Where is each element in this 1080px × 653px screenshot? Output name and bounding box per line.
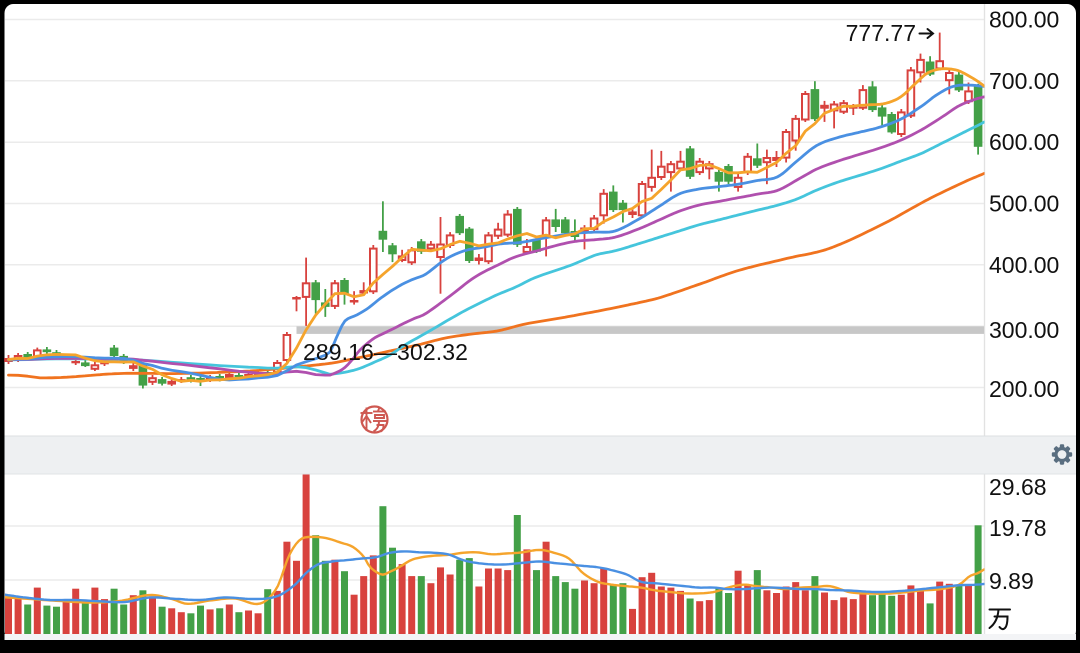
svg-text:200.00: 200.00	[989, 376, 1059, 402]
svg-text:29.68: 29.68	[989, 474, 1047, 500]
svg-text:289.16—302.32: 289.16—302.32	[303, 339, 468, 365]
svg-text:600.00: 600.00	[989, 129, 1059, 155]
svg-text:19.78: 19.78	[989, 515, 1047, 541]
svg-text:9.89: 9.89	[989, 568, 1034, 594]
svg-text:777.77: 777.77	[846, 20, 916, 46]
svg-text:500.00: 500.00	[989, 191, 1059, 217]
svg-text:700.00: 700.00	[989, 68, 1059, 94]
svg-text:800.00: 800.00	[989, 7, 1059, 33]
svg-text:300.00: 300.00	[989, 317, 1059, 343]
svg-text:400.00: 400.00	[989, 252, 1059, 278]
